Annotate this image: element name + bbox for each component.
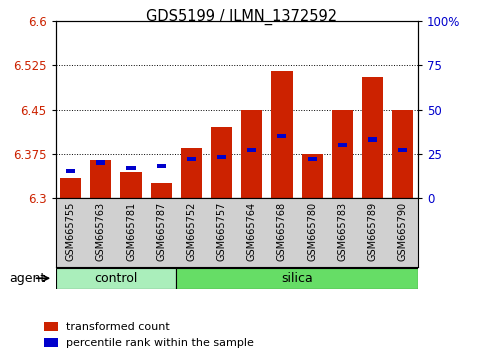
Bar	[241, 110, 262, 198]
Bar	[66, 169, 75, 173]
Bar	[217, 155, 226, 159]
Text: GSM665780: GSM665780	[307, 202, 317, 261]
Bar	[332, 110, 353, 198]
Bar	[398, 148, 407, 152]
Bar	[176, 268, 418, 289]
Text: GSM665783: GSM665783	[337, 202, 347, 261]
Text: GSM665787: GSM665787	[156, 202, 166, 261]
Text: GSM665764: GSM665764	[247, 202, 257, 261]
Bar	[181, 148, 202, 198]
Bar	[308, 157, 317, 161]
Text: silica: silica	[281, 272, 313, 285]
Bar	[247, 148, 256, 152]
Text: GSM665763: GSM665763	[96, 202, 106, 261]
Bar	[301, 154, 323, 198]
Text: GSM665757: GSM665757	[216, 202, 227, 261]
Bar	[156, 164, 166, 168]
Bar	[368, 137, 377, 142]
Text: GDS5199 / ILMN_1372592: GDS5199 / ILMN_1372592	[146, 9, 337, 25]
Text: GSM665781: GSM665781	[126, 202, 136, 261]
Text: GSM665790: GSM665790	[398, 202, 408, 261]
Bar	[362, 77, 383, 198]
Text: GSM665755: GSM665755	[66, 202, 76, 261]
Text: control: control	[94, 272, 138, 285]
Bar	[392, 110, 413, 198]
Bar	[56, 268, 176, 289]
Text: GSM665789: GSM665789	[368, 202, 378, 261]
Bar	[338, 143, 347, 147]
Legend: transformed count, percentile rank within the sample: transformed count, percentile rank withi…	[44, 322, 254, 348]
Text: agent: agent	[10, 272, 46, 285]
Bar	[96, 160, 105, 165]
Bar	[60, 178, 81, 198]
Bar	[90, 160, 112, 198]
Text: GSM665768: GSM665768	[277, 202, 287, 261]
Text: GSM665752: GSM665752	[186, 202, 197, 261]
Bar	[120, 172, 142, 198]
Bar	[187, 157, 196, 161]
Bar	[211, 127, 232, 198]
Bar	[127, 166, 136, 170]
Bar	[277, 134, 286, 138]
Bar	[271, 72, 293, 198]
Bar	[151, 183, 172, 198]
